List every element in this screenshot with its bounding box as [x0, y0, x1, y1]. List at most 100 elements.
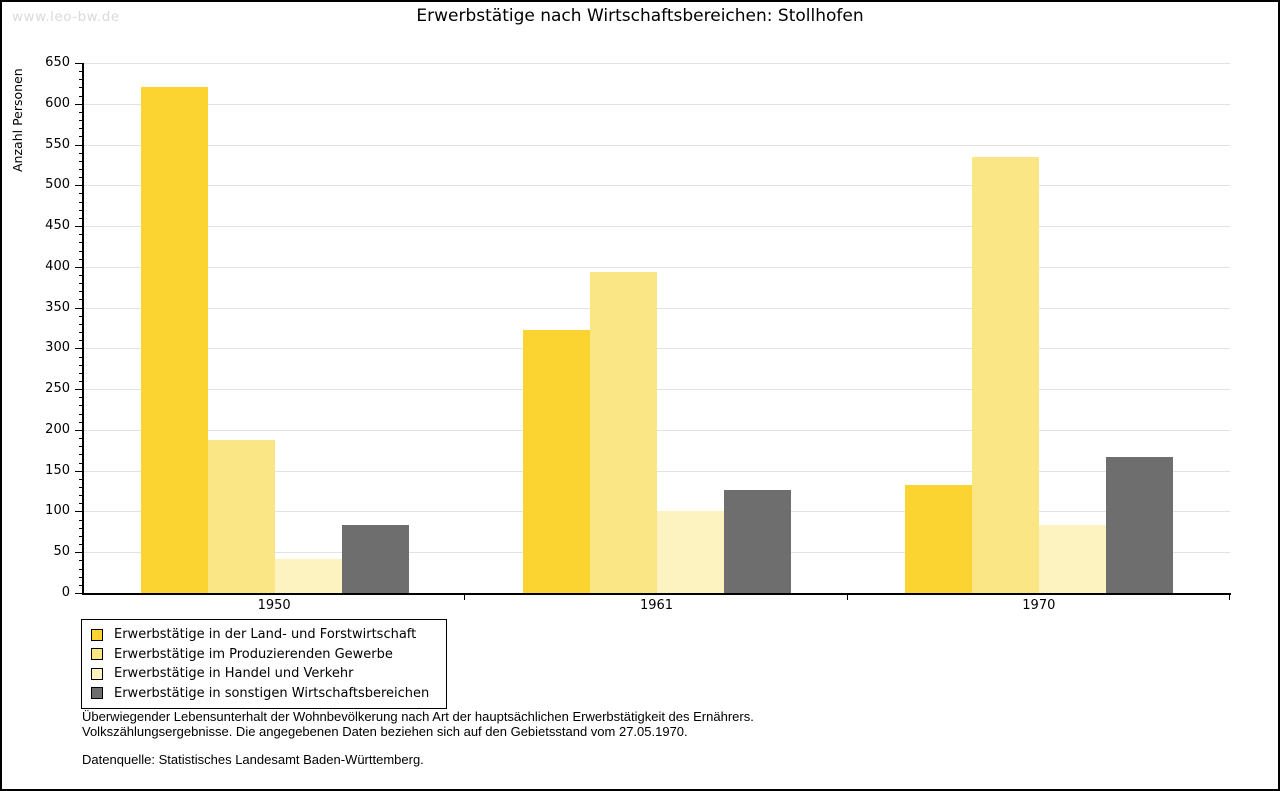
y-minor-tick: [79, 283, 83, 285]
gridline: [84, 429, 1230, 431]
legend-swatch-land-forstwirtschaft: [91, 628, 103, 641]
bar-1950-series2: [207, 439, 275, 593]
gridline: [84, 266, 1230, 268]
y-minor-tick: [79, 503, 83, 505]
y-major-tick: [75, 429, 83, 431]
y-minor-tick: [79, 111, 83, 113]
y-minor-tick: [79, 95, 83, 97]
legend-swatch-handel-verkehr: [91, 667, 103, 680]
y-minor-tick: [79, 421, 83, 423]
x-boundary-tick: [464, 595, 466, 600]
y-minor-tick: [79, 193, 83, 195]
bar-1970-series4: [1106, 456, 1174, 593]
y-major-tick: [75, 470, 83, 472]
y-major-tick: [75, 226, 83, 228]
watermark-url: www.leo-bw.de: [12, 9, 120, 25]
y-axis-title: Anzahl Personen: [10, 68, 25, 172]
y-major-tick: [75, 103, 83, 105]
y-major-tick: [75, 185, 83, 187]
y-minor-tick: [79, 177, 83, 179]
y-minor-tick: [79, 487, 83, 488]
y-major-tick: [75, 348, 83, 350]
bar-1961-series1: [522, 330, 590, 593]
y-minor-tick: [79, 79, 83, 81]
legend-swatch-produzierendes-gewerbe: [91, 648, 103, 661]
y-minor-tick: [79, 364, 83, 366]
y-minor-tick: [79, 544, 83, 546]
bar-1961-series3: [656, 511, 724, 593]
bar-1970-series2: [972, 156, 1040, 593]
y-axis-line: [82, 63, 84, 595]
gridline: [84, 185, 1230, 187]
y-minor-tick: [79, 234, 83, 236]
y-minor-tick: [79, 128, 83, 130]
x-axis-line: [82, 593, 1231, 595]
footnote-line: Volkszählungsergebnisse. Die angegebenen…: [82, 723, 688, 739]
y-minor-tick: [79, 258, 83, 260]
y-major-tick: [75, 307, 83, 309]
bar-1970-series3: [1039, 524, 1107, 593]
legend-item: Erwerbstätige in Handel und Verkehr: [91, 664, 436, 684]
y-minor-tick: [79, 275, 83, 276]
footnote-line: Überwiegender Lebensunterhalt der Wohnbe…: [82, 709, 754, 724]
x-boundary-tick: [1229, 595, 1230, 600]
legend-label: Erwerbstätige in sonstigen Wirtschaftsbe…: [114, 685, 430, 701]
y-major-tick: [75, 144, 83, 146]
bar-1961-series4: [723, 490, 791, 593]
bar-1950-series3: [274, 558, 342, 593]
gridline: [84, 103, 1230, 105]
y-major-tick: [75, 389, 83, 391]
data-source-note: Datenquelle: Statistisches Landesamt Bad…: [82, 752, 424, 767]
y-minor-tick: [79, 535, 83, 537]
y-minor-tick: [79, 250, 83, 252]
y-minor-tick: [79, 152, 83, 154]
y-tick-label: 600: [45, 95, 70, 111]
y-minor-tick: [79, 478, 83, 480]
y-major-tick: [75, 63, 83, 64]
legend-label: Erwerbstätige im Produzierenden Gewerbe: [114, 646, 393, 662]
y-tick-label: 550: [45, 136, 70, 152]
gridline: [84, 307, 1230, 309]
y-tick-label: 450: [45, 218, 70, 234]
y-minor-tick: [79, 527, 83, 529]
y-minor-tick: [79, 120, 83, 122]
legend-label: Erwerbstätige in der Land- und Forstwirt…: [114, 627, 417, 643]
bar-1950-series4: [341, 524, 409, 593]
y-minor-tick: [79, 560, 83, 562]
y-tick-label: 150: [45, 462, 70, 478]
y-minor-tick: [79, 462, 83, 464]
legend-swatch-sonstige-wirtschaftsbereiche: [91, 687, 103, 700]
y-tick-label: 650: [45, 55, 70, 70]
y-tick-label: 350: [45, 299, 70, 315]
y-minor-tick: [79, 413, 83, 415]
y-minor-tick: [79, 495, 83, 497]
y-minor-tick: [79, 446, 83, 448]
y-major-tick: [75, 593, 83, 594]
legend-item: Erwerbstätige in der Land- und Forstwirt…: [91, 625, 436, 645]
y-minor-tick: [79, 405, 83, 407]
y-minor-tick: [79, 323, 83, 325]
bar-1961-series2: [589, 271, 657, 593]
x-tick-label: 1950: [257, 598, 291, 613]
y-tick-label: 50: [53, 544, 70, 560]
y-minor-tick: [79, 356, 83, 358]
x-tick-label: 1961: [639, 598, 674, 613]
y-tick-label: 100: [45, 503, 70, 519]
y-minor-tick: [79, 576, 83, 578]
y-minor-tick: [79, 136, 83, 138]
bar-1970-series1: [905, 484, 973, 593]
gridline: [84, 348, 1230, 350]
y-minor-tick: [79, 160, 83, 162]
y-minor-tick: [79, 381, 83, 382]
gridline: [84, 226, 1230, 228]
y-minor-tick: [79, 584, 83, 586]
x-tick-label: 1970: [1022, 598, 1056, 613]
y-major-tick: [75, 511, 83, 513]
y-minor-tick: [79, 87, 83, 89]
gridline: [84, 144, 1230, 146]
y-tick-label: 300: [45, 340, 70, 356]
y-minor-tick: [79, 438, 83, 440]
y-minor-tick: [79, 519, 83, 521]
y-tick-label: 250: [45, 381, 70, 397]
x-boundary-tick: [846, 595, 848, 600]
